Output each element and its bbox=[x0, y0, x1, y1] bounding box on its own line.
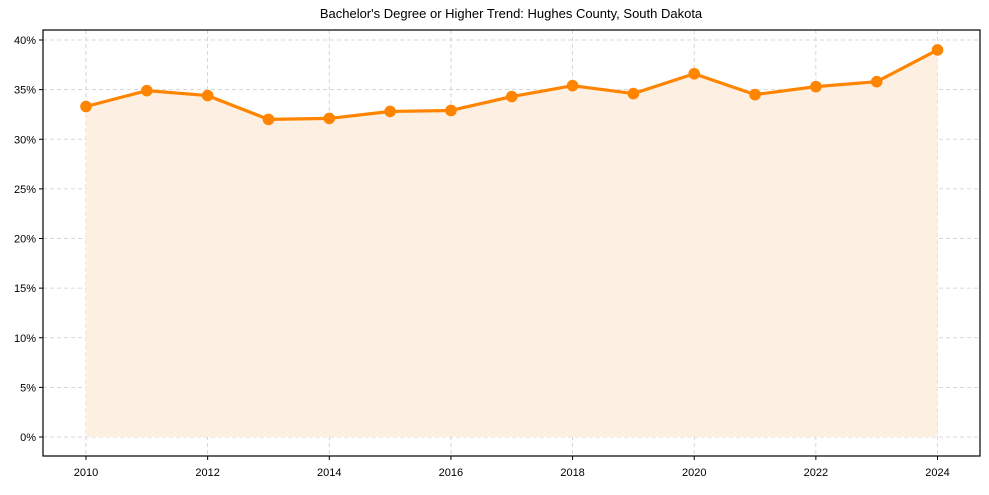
axes bbox=[42, 29, 981, 457]
y-axis-ticks: 0% 5% 10% 15% 20% 25% 30% 35% 40% bbox=[14, 35, 43, 444]
x-axis-ticks: 2010 2012 2014 2016 2018 2020 2022 2024 bbox=[74, 456, 950, 479]
x-tick-label: 2022 bbox=[804, 467, 828, 479]
data-point-2023 bbox=[870, 75, 883, 88]
data-point-2017 bbox=[505, 90, 518, 103]
x-tick-label: 2010 bbox=[74, 467, 98, 479]
data-point-2020 bbox=[688, 67, 701, 80]
data-markers bbox=[80, 44, 944, 126]
area-fill-path bbox=[86, 49, 938, 438]
x-tick-label: 2020 bbox=[682, 467, 706, 479]
y-tick-label: 30% bbox=[14, 134, 36, 146]
data-point-2014 bbox=[323, 112, 336, 125]
y-tick-label: 20% bbox=[14, 234, 36, 246]
y-tick-label: 35% bbox=[14, 85, 36, 97]
y-tick-label: 25% bbox=[14, 184, 36, 196]
data-point-2024 bbox=[931, 44, 944, 56]
x-tick-label: 2024 bbox=[925, 467, 949, 479]
data-point-2013 bbox=[262, 113, 275, 126]
data-point-2015 bbox=[384, 105, 396, 118]
data-point-2022 bbox=[810, 80, 822, 93]
y-tick-label: 0% bbox=[20, 432, 36, 444]
chart-title: Bachelor's Degree or Higher Trend: Hughe… bbox=[319, 6, 703, 21]
data-point-2016 bbox=[445, 104, 457, 117]
axes-frame bbox=[42, 29, 981, 457]
x-tick-label: 2014 bbox=[317, 467, 341, 479]
x-tick-label: 2016 bbox=[439, 467, 463, 479]
x-tick-label: 2018 bbox=[560, 467, 584, 479]
data-point-2021 bbox=[749, 88, 761, 101]
y-tick-label: 40% bbox=[14, 35, 36, 47]
y-tick-label: 5% bbox=[20, 382, 36, 394]
data-point-2018 bbox=[566, 79, 579, 92]
area-fill bbox=[86, 49, 938, 438]
data-point-2011 bbox=[141, 84, 153, 97]
data-point-2010 bbox=[80, 100, 92, 113]
data-point-2012 bbox=[201, 89, 214, 102]
y-tick-label: 10% bbox=[14, 333, 36, 345]
y-tick-label: 15% bbox=[14, 283, 36, 295]
x-tick-label: 2012 bbox=[195, 467, 219, 479]
data-point-2019 bbox=[627, 87, 640, 100]
